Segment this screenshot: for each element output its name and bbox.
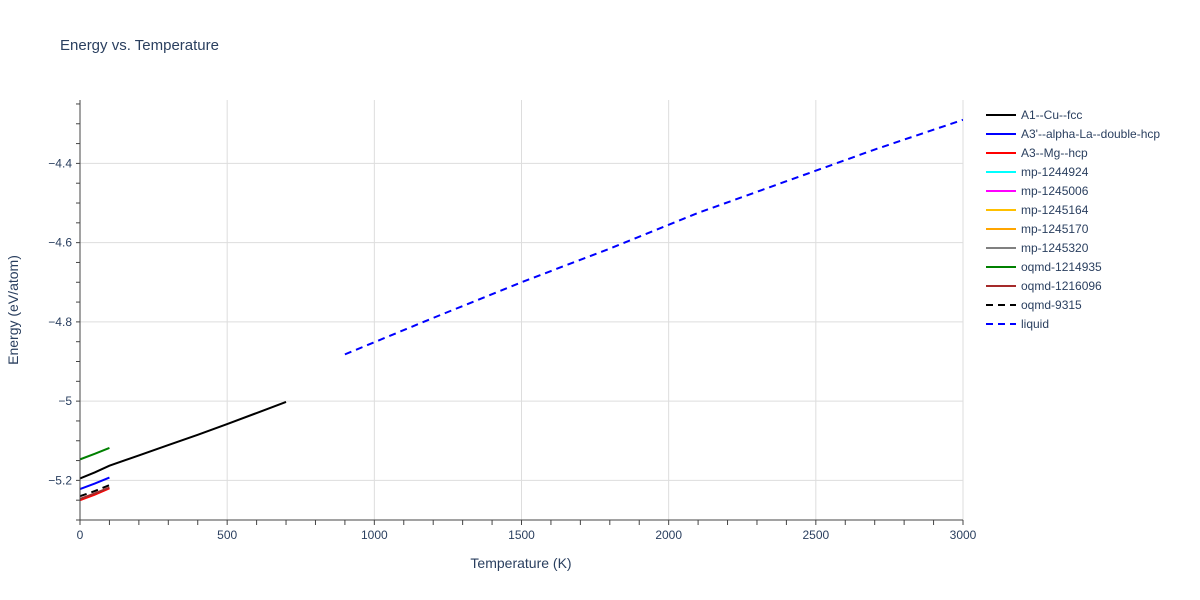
x-axis-title: Temperature (K) <box>470 555 571 571</box>
legend-label: mp-1245320 <box>1021 241 1089 255</box>
legend-item[interactable]: oqmd-1216096 <box>986 279 1102 293</box>
y-tick-label: −4.6 <box>48 236 72 250</box>
series-line-oqmd-1214935 <box>80 446 110 461</box>
series-line-oqmd-9315 <box>80 484 110 498</box>
legend-label: mp-1244924 <box>1021 165 1089 179</box>
legend-label: A1--Cu--fcc <box>1021 108 1082 122</box>
legend-item[interactable]: oqmd-1214935 <box>986 260 1102 274</box>
legend-item[interactable]: mp-1245320 <box>986 241 1089 255</box>
x-tick-label: 3000 <box>950 528 977 542</box>
legend-item[interactable]: mp-1245164 <box>986 203 1089 217</box>
y-tick-label: −4.8 <box>48 315 72 329</box>
series-line-oqmd-1216096 <box>80 486 110 500</box>
legend-label: mp-1245164 <box>1021 203 1089 217</box>
legend-label: mp-1245170 <box>1021 222 1089 236</box>
series-line-a1-cu-fcc <box>80 400 287 480</box>
legend-item[interactable]: oqmd-9315 <box>986 298 1082 312</box>
x-tick-label: 500 <box>217 528 237 542</box>
x-tick-label: 0 <box>77 528 84 542</box>
series-line-a3-alpha-la-double-hcp <box>80 476 110 491</box>
legend-item[interactable]: mp-1244924 <box>986 165 1089 179</box>
legend-label: oqmd-9315 <box>1021 298 1082 312</box>
y-tick-label: −4.4 <box>48 156 72 170</box>
legend-item[interactable]: A3'--alpha-La--double-hcp <box>986 127 1160 141</box>
x-tick-label: 1500 <box>508 528 535 542</box>
legend-item[interactable]: A3--Mg--hcp <box>986 146 1088 160</box>
legend-item[interactable]: mp-1245006 <box>986 184 1089 198</box>
x-tick-label: 2500 <box>802 528 829 542</box>
y-tick-label: −5 <box>58 394 72 408</box>
legend-item[interactable]: mp-1245170 <box>986 222 1089 236</box>
legend-label: oqmd-1216096 <box>1021 279 1102 293</box>
legend-item[interactable]: A1--Cu--fcc <box>986 108 1082 122</box>
legend-label: liquid <box>1021 317 1049 331</box>
x-axis-ticks: 0 500 1000 1500 2000 2500 3000 <box>77 528 977 542</box>
y-tick-label: −5.2 <box>48 473 72 487</box>
legend-label: mp-1245006 <box>1021 184 1089 198</box>
legend: A1--Cu--fcc A3'--alpha-La--double-hcp A3--… <box>986 108 1160 331</box>
legend-label: A3--Mg--hcp <box>1021 146 1088 160</box>
x-tick-label: 1000 <box>361 528 388 542</box>
legend-item[interactable]: liquid <box>986 317 1049 331</box>
chart-title: Energy vs. Temperature <box>60 37 219 54</box>
legend-label: oqmd-1214935 <box>1021 260 1102 274</box>
grid-lines <box>80 100 964 520</box>
legend-label: A3'--alpha-La--double-hcp <box>1021 127 1160 141</box>
axes <box>76 100 964 525</box>
y-axis-ticks: −5.2 −5 −4.8 −4.6 −4.4 <box>48 156 72 487</box>
series-line-liquid <box>344 118 963 356</box>
x-tick-label: 2000 <box>655 528 682 542</box>
plot-area <box>80 118 963 502</box>
y-axis-title: Energy (eV/atom) <box>5 255 21 365</box>
